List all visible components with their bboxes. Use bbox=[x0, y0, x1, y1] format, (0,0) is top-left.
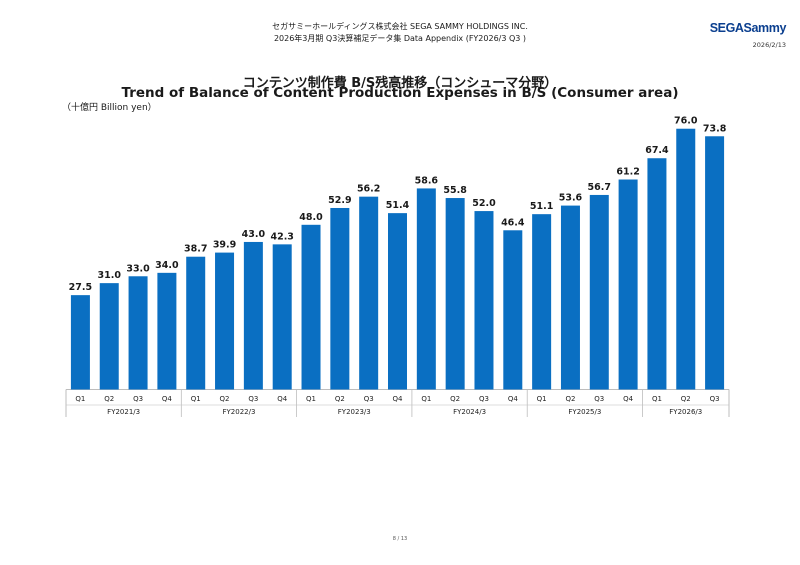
quarter-label-17: Q1 bbox=[537, 395, 547, 403]
company-logo: SEGASammy bbox=[709, 21, 787, 35]
bar-20 bbox=[618, 179, 638, 390]
data-label-17: 51.1 bbox=[530, 201, 553, 212]
bar-4 bbox=[157, 272, 177, 390]
quarter-label-10: Q2 bbox=[335, 395, 345, 403]
fiscal-year-label-5: FY2025/3 bbox=[568, 408, 601, 416]
bar-12 bbox=[388, 213, 407, 390]
data-label-9: 48.0 bbox=[299, 212, 323, 223]
quarter-label-20: Q4 bbox=[623, 395, 634, 403]
quarter-label-11: Q3 bbox=[364, 395, 374, 403]
y-unit-label: （十億円 Billion yen） bbox=[62, 103, 157, 113]
quarter-label-14: Q2 bbox=[450, 395, 460, 403]
quarter-label-21: Q1 bbox=[652, 395, 662, 403]
quarter-label-13: Q1 bbox=[421, 395, 431, 403]
quarter-label-12: Q4 bbox=[393, 395, 404, 403]
quarter-label-18: Q2 bbox=[565, 395, 575, 403]
data-label-23: 73.8 bbox=[703, 123, 727, 134]
page-number: 8 / 13 bbox=[392, 536, 408, 542]
bar-14 bbox=[445, 198, 465, 390]
report-title: 2026年3月期 Q3決算補足データ集 Data Appendix (FY202… bbox=[273, 34, 527, 43]
fiscal-year-label-2: FY2022/3 bbox=[222, 408, 255, 416]
bar-5 bbox=[186, 256, 206, 390]
chart-title: コンテンツ制作費 B/S残高推移（コンシューマ分野） bbox=[242, 76, 558, 91]
fiscal-year-label-6: FY2026/3 bbox=[669, 408, 702, 416]
data-label-8: 42.3 bbox=[270, 231, 293, 242]
quarter-label-1: Q1 bbox=[75, 395, 85, 403]
data-label-20: 61.2 bbox=[616, 167, 639, 178]
data-label-7: 43.0 bbox=[242, 229, 266, 240]
data-label-2: 31.0 bbox=[98, 270, 122, 281]
company-name: セガサミーホールディングス株式会社 SEGA SAMMY HOLDINGS IN… bbox=[272, 22, 528, 31]
bar-19 bbox=[589, 194, 609, 390]
bar-6 bbox=[215, 252, 235, 390]
bar-15 bbox=[474, 211, 494, 390]
bar-18 bbox=[560, 205, 580, 390]
bar-23 bbox=[705, 136, 725, 390]
bar-22 bbox=[676, 128, 696, 390]
bar-13 bbox=[416, 188, 436, 390]
report-date: 2026/2/13 bbox=[752, 41, 786, 49]
data-label-4: 34.0 bbox=[155, 260, 179, 271]
bar-2 bbox=[99, 283, 119, 390]
fiscal-year-label-1: FY2021/3 bbox=[107, 408, 140, 416]
quarter-label-15: Q3 bbox=[479, 395, 489, 403]
data-label-21: 67.4 bbox=[645, 145, 669, 156]
data-label-13: 58.6 bbox=[415, 175, 439, 186]
quarter-label-9: Q1 bbox=[306, 395, 316, 403]
data-label-12: 51.4 bbox=[386, 200, 410, 211]
quarter-label-2: Q2 bbox=[104, 395, 114, 403]
fiscal-year-label-4: FY2024/3 bbox=[453, 408, 486, 416]
quarter-label-6: Q2 bbox=[220, 395, 230, 403]
quarter-label-4: Q4 bbox=[162, 395, 173, 403]
bar-17 bbox=[532, 214, 552, 390]
data-label-1: 27.5 bbox=[69, 282, 92, 293]
data-label-10: 52.9 bbox=[328, 195, 351, 206]
quarter-label-19: Q3 bbox=[594, 395, 604, 403]
quarter-label-3: Q3 bbox=[133, 395, 143, 403]
data-label-19: 56.7 bbox=[588, 182, 611, 193]
fiscal-year-label-3: FY2023/3 bbox=[338, 408, 371, 416]
data-label-5: 38.7 bbox=[184, 244, 207, 255]
bar-9 bbox=[301, 224, 321, 390]
bar-3 bbox=[128, 276, 148, 390]
data-label-22: 76.0 bbox=[674, 116, 698, 127]
data-label-15: 52.0 bbox=[472, 198, 496, 209]
bar-7 bbox=[243, 241, 263, 390]
chart-subtitle: Trend of Balance of Content Production E… bbox=[121, 85, 679, 101]
bar-8 bbox=[272, 244, 292, 390]
data-label-18: 53.6 bbox=[559, 193, 583, 204]
quarter-label-22: Q2 bbox=[681, 395, 691, 403]
data-label-11: 56.2 bbox=[357, 184, 380, 195]
bar-11 bbox=[359, 196, 379, 390]
bar-10 bbox=[330, 207, 350, 390]
data-label-14: 55.8 bbox=[443, 185, 467, 196]
quarter-label-5: Q1 bbox=[191, 395, 201, 403]
bar-16 bbox=[503, 230, 523, 390]
data-label-6: 39.9 bbox=[213, 240, 236, 251]
data-label-16: 46.4 bbox=[501, 217, 525, 228]
quarter-label-8: Q4 bbox=[277, 395, 288, 403]
data-label-3: 33.0 bbox=[126, 263, 150, 274]
bar-21 bbox=[647, 158, 667, 390]
bar-1 bbox=[70, 295, 90, 390]
quarter-label-16: Q4 bbox=[508, 395, 519, 403]
quarter-label-7: Q3 bbox=[248, 395, 258, 403]
quarter-label-23: Q3 bbox=[710, 395, 720, 403]
